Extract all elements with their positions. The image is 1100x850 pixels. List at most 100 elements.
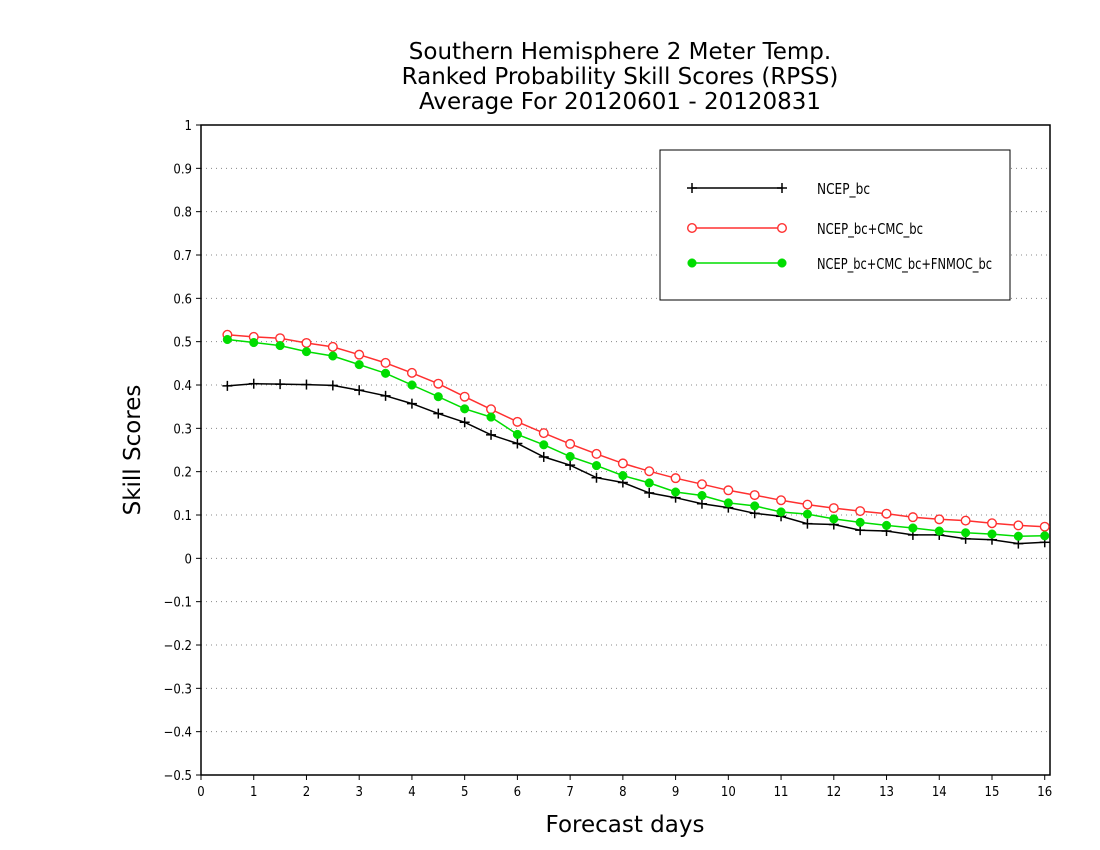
series-2-point [565,451,575,462]
series-0-point [222,380,233,391]
series-0-point [354,385,365,396]
title-line-2: Ranked Probability Skill Scores (RPSS) [402,64,839,90]
legend-marker [777,222,788,233]
series-2-point [881,520,892,530]
series-1-point [1013,520,1024,531]
y-tick-label: 0.2 [173,466,192,481]
series-2-point [539,440,549,450]
series-2-point [934,526,944,536]
series-0-point [248,378,259,389]
series-1-point [433,378,444,389]
series-2-point [908,523,918,533]
series-2-point [381,368,391,378]
series-2-point [249,337,259,348]
series-2-point [512,429,522,439]
legend-box [659,149,1011,301]
series-markers [222,329,1050,549]
series-2-point [486,412,496,422]
series-0-point [512,438,523,449]
series-1-point [565,438,576,449]
series-2-point [829,514,839,524]
series-1-point [406,367,417,378]
series-2-point [961,528,971,538]
series-1-point [828,503,839,514]
x-tick-label: 11 [774,785,789,800]
x-tick-label: 6 [514,785,521,800]
legend-label-2: NCEP_bc+CMC_bc+FNMOC_bc [817,255,992,274]
series-1-point [459,391,470,402]
y-tick-label: −0.1 [164,596,192,611]
series-2-point [407,380,417,390]
series-1-point [486,404,497,415]
x-tick-label: 1 [250,785,257,800]
series-2-point [776,507,786,517]
series-2-point [855,517,865,527]
y-tick-label: −0.4 [164,726,192,741]
x-tick-label: 10 [721,785,736,800]
series-line-2 [227,338,1045,537]
series-0-point [538,451,549,462]
x-tick-label: 12 [826,785,841,800]
series-0-point [380,390,391,401]
series-1-point [327,341,338,352]
x-tick-label: 5 [461,785,468,800]
series-2-point [328,351,338,361]
legend: NCEP_bc NCEP_bc+CMC_bc NCEP_bc+CMC_bc+FNMO… [659,149,1011,301]
series-0-point [802,518,813,529]
series-2-point [433,392,443,402]
y-tick-label: 1 [185,119,192,134]
series-1-point [1039,521,1050,532]
y-tick-label: 0.6 [173,292,192,307]
series-2-point [301,347,312,357]
series-line-0 [227,382,1045,545]
series-1-point [512,416,523,427]
series-2-point [802,509,812,519]
x-tick-label: 14 [932,785,947,800]
series-2-point [354,360,364,370]
x-tick-label: 15 [985,785,1000,800]
series-2-point [1040,531,1050,541]
legend-label-0: NCEP_bc [817,180,870,199]
series-0-point [327,380,338,391]
series-2-point [275,341,285,351]
series-1-point [749,490,760,501]
y-tick-label: −0.3 [164,682,192,697]
plot-frame [200,124,1051,776]
series-1-point [723,485,734,496]
series-2-point [671,487,681,497]
x-tick-label: 16 [1037,785,1052,800]
series-0-point [696,498,707,509]
x-tick-label: 0 [197,785,204,800]
legend-marker [687,183,697,193]
x-tick-label: 7 [566,785,573,800]
series-1-point [776,495,787,506]
series-2-point [618,471,628,481]
series-1-point [380,357,391,368]
series-2-point [222,334,232,345]
series-1-point [538,428,549,439]
series-0-point [644,487,655,498]
series-0-point [433,408,444,419]
series-1-point [670,473,681,484]
y-tick-label: −0.5 [164,769,192,784]
legend-marker [777,258,787,268]
legend-marker [687,258,697,268]
series-line-1 [227,333,1045,528]
series-2-point [644,478,654,488]
series-1-point [301,337,312,348]
series-1-point [354,349,365,360]
y-tick-label: −0.2 [164,639,192,654]
y-tick-label: 0.5 [173,336,192,351]
series-1-point [802,499,813,510]
y-tick-label: 0.7 [173,249,192,264]
series-0-point [459,417,470,428]
series-2-point [750,501,760,511]
y-tick-label: 0.4 [173,379,192,394]
legend-marker [777,183,787,193]
y-tick-label: 0.9 [173,162,192,177]
series-2-point [460,404,470,414]
title-line-3: Average For 20120601 - 20120831 [419,89,821,115]
series-0-point [565,460,576,471]
legend-marker [687,222,698,233]
